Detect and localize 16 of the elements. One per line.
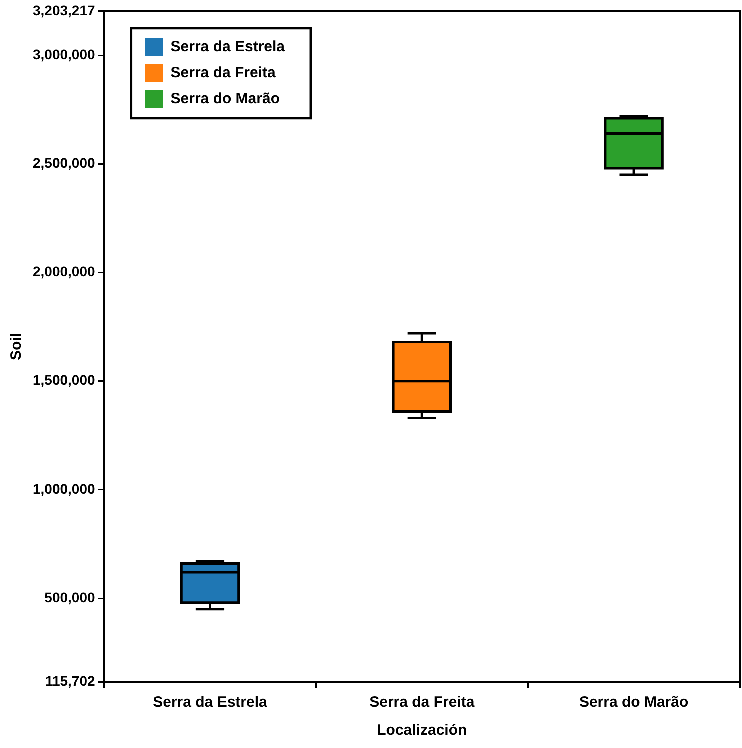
y-tick-label: 1,500,000 <box>32 372 96 388</box>
legend-label: Serra da Estrela <box>170 38 286 56</box>
y-tick-label: 3,000,000 <box>32 46 96 62</box>
x-tick-label: Serra da Estrela <box>153 694 268 712</box>
legend-label: Serra da Freita <box>170 64 276 82</box>
y-tick-label: 2,000,000 <box>32 264 96 280</box>
y-axis-title: Soil <box>8 332 26 360</box>
y-tick-label: 3,203,217 <box>32 2 96 18</box>
x-axis-title: Localización <box>377 722 468 740</box>
y-tick-label: 1,000,000 <box>32 480 96 497</box>
y-tick-label: 500,000 <box>44 589 96 606</box>
y-tick-label: 2,500,000 <box>32 154 96 171</box>
x-tick-label: Serra do Marão <box>579 694 689 712</box>
legend-label: Serra do Marão <box>170 90 280 108</box>
y-tick-label: 115,702 <box>45 672 96 689</box>
x-tick-label: Serra da Freita <box>370 694 476 712</box>
